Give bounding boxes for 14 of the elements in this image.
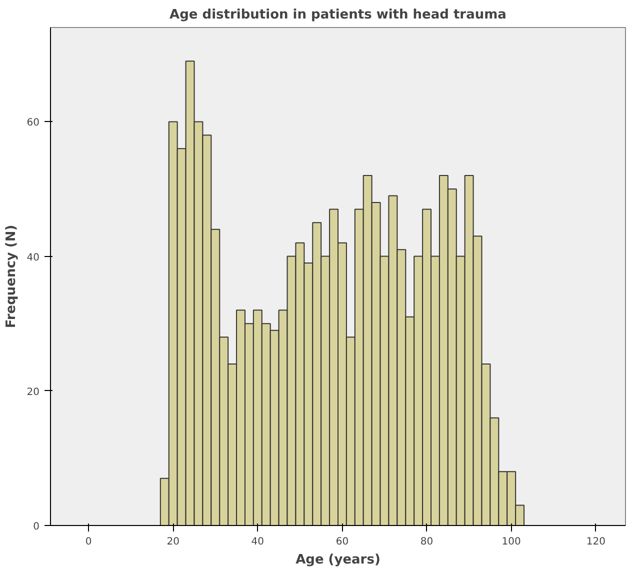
x-tick-label: 120 xyxy=(586,536,606,548)
x-tick-label: 40 xyxy=(251,536,264,548)
y-tick-label: 20 xyxy=(26,386,40,398)
x-tick-label: 60 xyxy=(336,536,349,548)
x-tick-label: 0 xyxy=(85,536,92,548)
y-axis-title: Frequency (N) xyxy=(4,224,19,328)
x-tick-label: 100 xyxy=(502,536,521,548)
x-tick-label: 20 xyxy=(166,536,180,548)
y-tick-label: 0 xyxy=(33,522,40,532)
chart-title: Age distribution in patients with head trauma xyxy=(170,8,506,22)
y-tick-label: 60 xyxy=(26,118,40,129)
y-tick-label: 40 xyxy=(26,252,40,264)
x-tick-label: 80 xyxy=(420,536,434,548)
x-axis-title: Age (years) xyxy=(296,552,380,568)
